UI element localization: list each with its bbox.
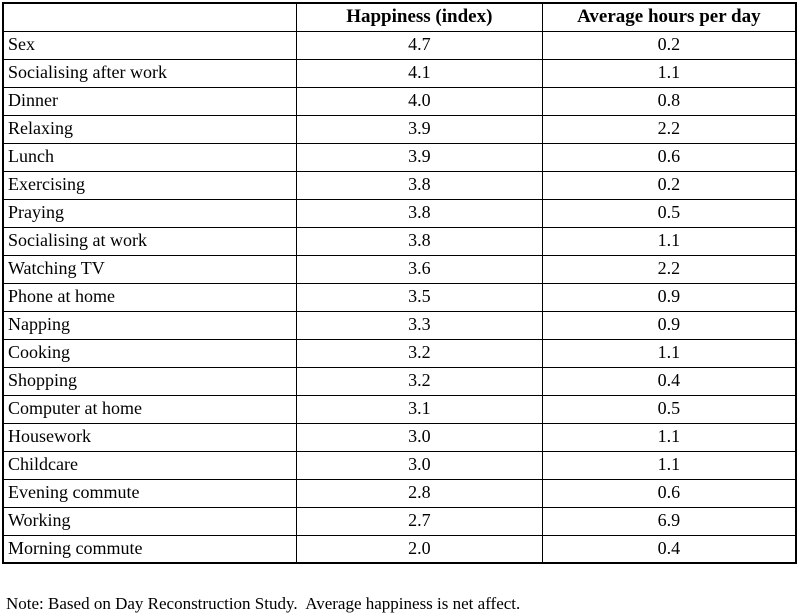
table-row: Praying 3.8 0.5 xyxy=(2,198,797,228)
hours-cell: 1.1 xyxy=(541,58,797,88)
hours-cell: 2.2 xyxy=(541,254,797,284)
hours-cell: 0.4 xyxy=(541,366,797,396)
hours-cell: 0.4 xyxy=(541,534,797,564)
table-row: Napping 3.3 0.9 xyxy=(2,310,797,340)
table-row: Lunch 3.9 0.6 xyxy=(2,142,797,172)
happiness-cell: 3.1 xyxy=(295,394,543,424)
happiness-cell: 3.2 xyxy=(295,338,543,368)
table-row: Sex 4.7 0.2 xyxy=(2,30,797,60)
activities-table: Happiness (index) Average hours per day … xyxy=(2,2,797,564)
header-happiness: Happiness (index) xyxy=(295,2,543,32)
hours-cell: 6.9 xyxy=(541,506,797,536)
activity-cell: Napping xyxy=(2,310,297,340)
hours-cell: 0.6 xyxy=(541,142,797,172)
table-row: Relaxing 3.9 2.2 xyxy=(2,114,797,144)
table-row: Socialising after work 4.1 1.1 xyxy=(2,58,797,88)
activity-cell: Relaxing xyxy=(2,114,297,144)
happiness-cell: 3.0 xyxy=(295,450,543,480)
footnote: Note: Based on Day Reconstruction Study.… xyxy=(6,594,521,613)
activity-cell: Dinner xyxy=(2,86,297,116)
table-row: Watching TV 3.6 2.2 xyxy=(2,254,797,284)
happiness-cell: 4.7 xyxy=(295,30,543,60)
activity-cell: Computer at home xyxy=(2,394,297,424)
header-hours: Average hours per day xyxy=(541,2,797,32)
table-row: Childcare 3.0 1.1 xyxy=(2,450,797,480)
header-activity xyxy=(2,2,297,32)
activity-cell: Socialising at work xyxy=(2,226,297,256)
happiness-cell: 3.8 xyxy=(295,170,543,200)
hours-cell: 0.5 xyxy=(541,198,797,228)
activity-cell: Sex xyxy=(2,30,297,60)
happiness-cell: 3.6 xyxy=(295,254,543,284)
happiness-cell: 3.5 xyxy=(295,282,543,312)
happiness-cell: 4.0 xyxy=(295,86,543,116)
activity-cell: Watching TV xyxy=(2,254,297,284)
happiness-cell: 2.8 xyxy=(295,478,543,508)
activity-cell: Lunch xyxy=(2,142,297,172)
happiness-cell: 3.3 xyxy=(295,310,543,340)
header-row: Happiness (index) Average hours per day xyxy=(2,2,797,32)
happiness-cell: 2.0 xyxy=(295,534,543,564)
hours-cell: 1.1 xyxy=(541,226,797,256)
activity-cell: Phone at home xyxy=(2,282,297,312)
hours-cell: 1.1 xyxy=(541,338,797,368)
happiness-cell: 3.8 xyxy=(295,198,543,228)
activity-cell: Childcare xyxy=(2,450,297,480)
table-row: Shopping 3.2 0.4 xyxy=(2,366,797,396)
happiness-cell: 2.7 xyxy=(295,506,543,536)
activity-cell: Shopping xyxy=(2,366,297,396)
table-header: Happiness (index) Average hours per day xyxy=(2,2,797,32)
table-body: Sex 4.7 0.2 Socialising after work 4.1 1.1 Din… xyxy=(2,30,797,564)
happiness-cell: 3.0 xyxy=(295,422,543,452)
hours-cell: 0.9 xyxy=(541,282,797,312)
table-row: Dinner 4.0 0.8 xyxy=(2,86,797,116)
happiness-cell: 4.1 xyxy=(295,58,543,88)
hours-cell: 2.2 xyxy=(541,114,797,144)
happiness-cell: 3.9 xyxy=(295,114,543,144)
table-row: Working 2.7 6.9 xyxy=(2,506,797,536)
table-row: Exercising 3.8 0.2 xyxy=(2,170,797,200)
table-row: Computer at home 3.1 0.5 xyxy=(2,394,797,424)
table-row: Morning commute 2.0 0.4 xyxy=(2,534,797,564)
hours-cell: 0.2 xyxy=(541,30,797,60)
activity-cell: Praying xyxy=(2,198,297,228)
hours-cell: 0.9 xyxy=(541,310,797,340)
table-row: Socialising at work 3.8 1.1 xyxy=(2,226,797,256)
table-row: Housework 3.0 1.1 xyxy=(2,422,797,452)
activity-cell: Working xyxy=(2,506,297,536)
activity-cell: Exercising xyxy=(2,170,297,200)
activity-cell: Housework xyxy=(2,422,297,452)
activity-cell: Socialising after work xyxy=(2,58,297,88)
hours-cell: 0.2 xyxy=(541,170,797,200)
table-row: Evening commute 2.8 0.6 xyxy=(2,478,797,508)
hours-cell: 0.8 xyxy=(541,86,797,116)
hours-cell: 1.1 xyxy=(541,450,797,480)
happiness-cell: 3.9 xyxy=(295,142,543,172)
happiness-cell: 3.2 xyxy=(295,366,543,396)
table-row: Phone at home 3.5 0.9 xyxy=(2,282,797,312)
activity-cell: Cooking xyxy=(2,338,297,368)
hours-cell: 0.5 xyxy=(541,394,797,424)
happiness-cell: 3.8 xyxy=(295,226,543,256)
table-row: Cooking 3.2 1.1 xyxy=(2,338,797,368)
hours-cell: 0.6 xyxy=(541,478,797,508)
activity-cell: Evening commute xyxy=(2,478,297,508)
hours-cell: 1.1 xyxy=(541,422,797,452)
activity-cell: Morning commute xyxy=(2,534,297,564)
